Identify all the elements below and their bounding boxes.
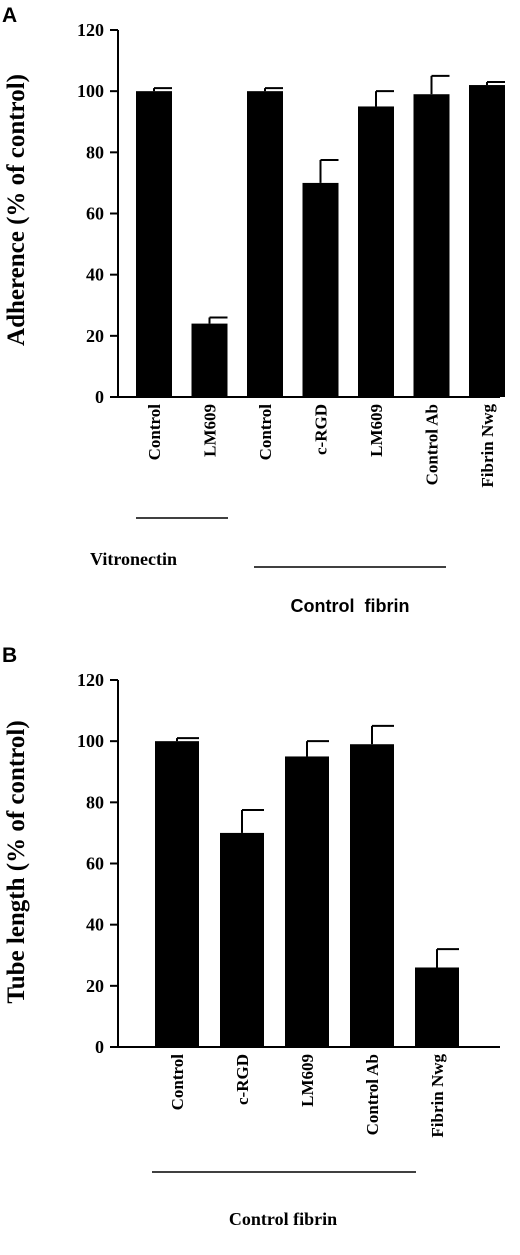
panel-b-y-tick-label: 100 (77, 731, 104, 751)
panel-a-category-label: LM609 (201, 404, 220, 457)
panel-a-bar (469, 85, 505, 398)
panel-b-y-tick-label: 20 (86, 976, 104, 996)
panel-b-group-label-control-fibrin: Control fibrin (229, 1209, 337, 1229)
panel-a-letter: A (2, 4, 17, 27)
panel-b: B Tube length (% of control) 0 20 40 60 80 10… (2, 644, 500, 1229)
panel-a-bar (136, 91, 172, 398)
panel-b-category-label: LM609 (298, 1054, 317, 1107)
panel-b-category-labels: Control c-RGD LM609 Control Ab Fibrin Nwg (168, 1054, 447, 1138)
panel-a-y-axis-label: Adherence (% of control) (3, 74, 30, 346)
panel-a-y-tick-label: 100 (77, 81, 104, 101)
panel-a-bar (302, 182, 339, 397)
panel-b-bar (350, 744, 394, 1047)
panel-a-bar (191, 323, 228, 397)
panel-a-group-label-vitronectin: Vitronectin (90, 549, 177, 569)
panel-b-y-tick-label: 80 (86, 792, 104, 812)
panel-a-y-tick-label: 20 (86, 326, 104, 346)
panel-b-category-label: c-RGD (233, 1054, 252, 1105)
panel-b-y-tick-label: 0 (95, 1037, 104, 1057)
panel-b-y-tick-label: 60 (86, 854, 104, 874)
panel-b-category-label: Control Ab (363, 1054, 382, 1135)
panel-b-bar (285, 756, 329, 1047)
panel-b-bars (155, 724, 459, 1047)
panel-b-category-label: Control (168, 1054, 187, 1111)
panel-a-y-tick-label: 60 (86, 204, 104, 224)
panel-b-bar (155, 741, 199, 1047)
panel-b-category-label: Fibrin Nwg (428, 1054, 447, 1138)
panel-b-y-ticks: 0 20 40 60 80 100 120 (77, 670, 118, 1057)
panel-a-category-label: LM609 (367, 404, 386, 457)
panel-a-bar (413, 94, 450, 397)
panel-a-category-label: Control Ab (423, 404, 442, 485)
panel-a-y-tick-label: 40 (86, 265, 104, 285)
panel-a: A Adherence (% of control) 0 20 40 60 80 100 1… (2, 4, 505, 616)
panel-a-group-label-control-fibrin: Control fibrin (291, 596, 410, 616)
panel-b-bar (415, 967, 459, 1047)
panel-a-category-label: Control (256, 404, 275, 461)
panel-b-y-axis-label: Tube length (% of control) (3, 720, 30, 1003)
panel-a-bar (358, 106, 394, 397)
panel-a-y-tick-label: 120 (77, 20, 104, 40)
panel-a-category-label: Fibrin Nwg (478, 404, 497, 488)
panel-b-y-tick-label: 40 (86, 915, 104, 935)
panel-a-y-ticks: 0 20 40 60 80 100 120 (77, 20, 118, 407)
panel-b-y-tick-label: 120 (77, 670, 104, 690)
panel-a-bars (136, 74, 505, 398)
panel-b-bar (220, 832, 264, 1047)
panel-a-category-label: Control (145, 404, 164, 461)
panel-a-y-tick-label: 0 (95, 387, 104, 407)
panel-a-y-tick-label: 80 (86, 142, 104, 162)
panel-b-letter: B (2, 644, 17, 667)
panel-a-bar (247, 91, 283, 398)
panel-a-category-label: c-RGD (312, 404, 331, 455)
panel-a-category-labels: Control LM609 Control c-RGD LM609 Control Ab F… (145, 404, 497, 488)
